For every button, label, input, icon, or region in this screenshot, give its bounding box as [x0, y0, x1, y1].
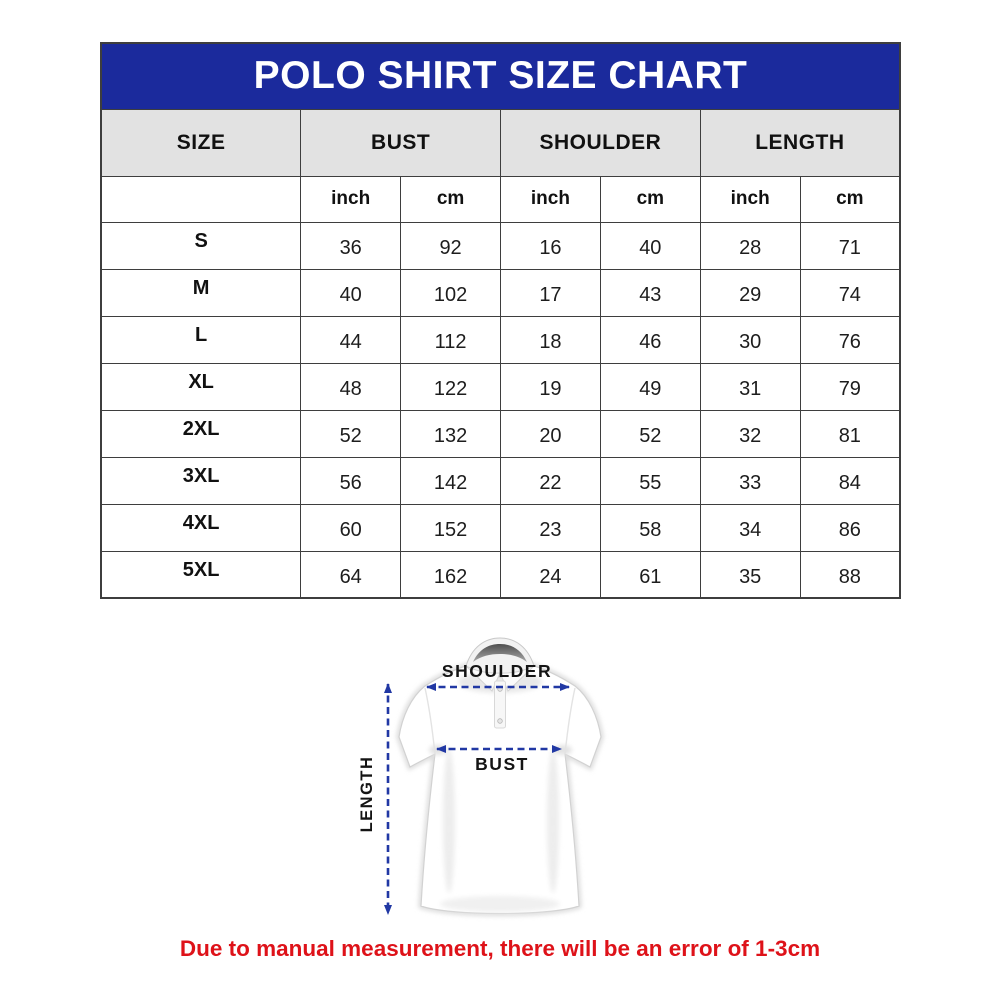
table-row: 2XL 52 132 20 52 32 81 [100, 409, 901, 458]
table-row: M 40 102 17 43 29 74 [100, 268, 901, 317]
table-row: XL 48 122 19 49 31 79 [100, 362, 901, 411]
table-row: S 36 92 16 40 28 71 [100, 221, 901, 270]
measurement-value: 88 [799, 550, 901, 599]
table-row: 5XL 64 162 24 61 35 88 [100, 550, 901, 599]
size-label: XL [100, 362, 302, 411]
measurement-value: 40 [599, 221, 701, 270]
column-header-bust: BUST [300, 108, 501, 177]
size-label: 4XL [100, 503, 302, 552]
measurement-value: 152 [400, 503, 501, 552]
measurement-value: 31 [699, 362, 801, 411]
page-title: POLO SHIRT SIZE CHART [100, 42, 901, 110]
measurement-value: 16 [500, 221, 601, 270]
button-bottom [497, 718, 503, 724]
measurement-value: 84 [799, 456, 901, 505]
measurement-value: 28 [699, 221, 801, 270]
measurement-value: 74 [799, 268, 901, 317]
unit-header: cm [799, 175, 901, 223]
measurement-value: 20 [500, 409, 601, 458]
unit-header-row: inch cm inch cm inch cm [100, 175, 901, 223]
length-measure-label: LENGTH [358, 756, 376, 833]
column-header-length: LENGTH [699, 108, 901, 177]
measurement-value: 48 [300, 362, 402, 411]
measurement-value: 79 [799, 362, 901, 411]
placket [494, 680, 506, 729]
measurement-value: 49 [599, 362, 701, 411]
measurement-value: 61 [599, 550, 701, 599]
size-label: 3XL [100, 456, 302, 505]
measurement-value: 81 [799, 409, 901, 458]
measurement-value: 33 [699, 456, 801, 505]
measurement-value: 112 [400, 315, 501, 364]
column-header-shoulder: SHOULDER [500, 108, 701, 177]
measurement-value: 64 [300, 550, 402, 599]
measurement-value: 132 [400, 409, 501, 458]
shoulder-measure-label: SHOULDER [442, 661, 552, 681]
polo-shirt-measurement-diagram: SHOULDER BUST LENGTH [330, 626, 670, 946]
measurement-value: 17 [500, 268, 601, 317]
unit-header: inch [500, 175, 601, 223]
table-row: L 44 112 18 46 30 76 [100, 315, 901, 364]
measurement-value: 19 [500, 362, 601, 411]
measurement-value: 86 [799, 503, 901, 552]
table-row: 3XL 56 142 22 55 33 84 [100, 456, 901, 505]
measurement-value: 43 [599, 268, 701, 317]
measurement-value: 35 [699, 550, 801, 599]
measurement-value: 46 [599, 315, 701, 364]
measurement-value: 76 [799, 315, 901, 364]
measurement-value: 162 [400, 550, 501, 599]
unit-header: inch [699, 175, 801, 223]
measurement-value: 52 [300, 409, 402, 458]
unit-header: cm [599, 175, 701, 223]
measurement-value: 44 [300, 315, 402, 364]
measurement-value: 71 [799, 221, 901, 270]
measurement-value: 30 [699, 315, 801, 364]
measurement-value: 40 [300, 268, 402, 317]
size-label: 2XL [100, 409, 302, 458]
measurement-value: 18 [500, 315, 601, 364]
measurement-value: 102 [400, 268, 501, 317]
measurement-value: 24 [500, 550, 601, 599]
unit-header: cm [400, 175, 501, 223]
measurement-value: 122 [400, 362, 501, 411]
measurement-value: 22 [500, 456, 601, 505]
measurement-value: 23 [500, 503, 601, 552]
measurement-value: 32 [699, 409, 801, 458]
size-label: 5XL [100, 550, 302, 599]
measurement-value: 60 [300, 503, 402, 552]
measurement-value: 55 [599, 456, 701, 505]
size-chart-table: POLO SHIRT SIZE CHART SIZE BUST SHOULDER… [100, 42, 901, 599]
size-label: L [100, 315, 302, 364]
title-bar: POLO SHIRT SIZE CHART [100, 42, 901, 110]
column-header-row: SIZE BUST SHOULDER LENGTH [100, 108, 901, 177]
measurement-value: 52 [599, 409, 701, 458]
size-label: M [100, 268, 302, 317]
table-row: 4XL 60 152 23 58 34 86 [100, 503, 901, 552]
measurement-value: 36 [300, 221, 402, 270]
measurement-value: 34 [699, 503, 801, 552]
size-label: S [100, 221, 302, 270]
unit-header-empty [100, 175, 302, 223]
measurement-value: 29 [699, 268, 801, 317]
right-shoulder-seam [564, 687, 576, 755]
unit-header: inch [300, 175, 402, 223]
measurement-value: 58 [599, 503, 701, 552]
column-header-size: SIZE [100, 108, 302, 177]
measurement-value: 56 [300, 456, 402, 505]
left-shoulder-seam [424, 687, 436, 755]
bust-measure-label: BUST [475, 754, 529, 774]
measurement-value: 92 [400, 221, 501, 270]
measurement-error-note: Due to manual measurement, there will be… [179, 936, 821, 961]
measurement-value: 142 [400, 456, 501, 505]
collar-neck-opening [473, 644, 527, 662]
